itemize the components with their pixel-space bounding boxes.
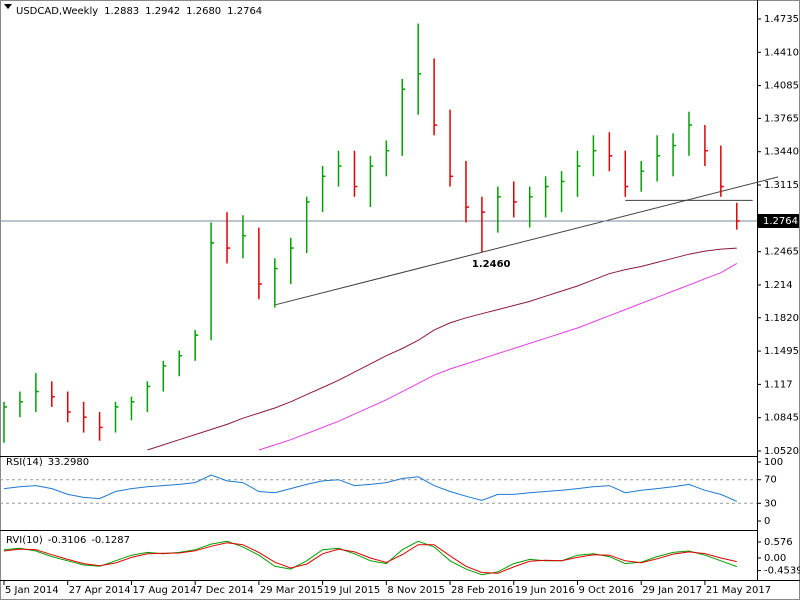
y-tick-label: 1.1495 — [764, 346, 799, 357]
y-tick-label: 1.4735 — [764, 14, 799, 25]
indicator-line — [3, 542, 737, 574]
x-tick-label: 28 Feb 2016 — [451, 585, 513, 596]
y-tick-label: 1.4410 — [764, 47, 799, 58]
y-tick-label: 1.3440 — [764, 147, 799, 158]
chart-header: 1.2680 — [186, 6, 221, 17]
x-tick-label: 21 May 2017 — [706, 585, 771, 596]
x-tick-label: 29 Mar 2015 — [260, 585, 323, 596]
moving-average — [147, 247, 737, 451]
indicator-header: RSI(14) — [6, 457, 43, 468]
x-tick-label: 29 Jan 2017 — [642, 585, 702, 596]
y-tick-label: 1.3115 — [764, 180, 799, 191]
chart-header: 1.2942 — [145, 6, 180, 17]
trendline — [274, 176, 779, 306]
x-tick-label: 19 Jun 2016 — [515, 585, 575, 596]
y-tick-label: 1.4085 — [764, 81, 799, 92]
low-annotation: 1.2460 — [472, 259, 511, 270]
y-tick-label: 1.1820 — [764, 313, 799, 324]
x-tick-label: 8 Nov 2015 — [387, 585, 445, 596]
y-tick-label: 0.576 — [764, 537, 793, 548]
y-tick-label: 0.00 — [764, 553, 786, 564]
y-tick-label: 1.0845 — [764, 413, 799, 424]
x-tick-label: 19 Jul 2015 — [324, 585, 381, 596]
x-tick-label: 7 Dec 2014 — [196, 585, 254, 596]
panel-marker — [4, 4, 12, 9]
indicator-line — [3, 540, 737, 576]
indicator-line — [3, 474, 738, 502]
x-tick-label: 17 Aug 2014 — [132, 585, 196, 596]
current-price-box — [758, 213, 799, 228]
y-tick-label: 1.214 — [764, 280, 793, 291]
y-tick-label: 70 — [764, 475, 777, 486]
indicator-header: -0.3106 — [48, 535, 87, 546]
chart-header: 1.2764 — [227, 6, 262, 17]
indicator-header: 33.2980 — [48, 457, 89, 468]
y-tick-label: 30 — [764, 498, 777, 509]
y-tick-label: 1.117 — [764, 379, 793, 390]
chart-header: USDCAD,Weekly — [16, 6, 98, 17]
x-tick-label: 27 Apr 2014 — [69, 585, 131, 596]
y-tick-label: 1.3765 — [764, 113, 799, 124]
indicator-header: RVI(10) — [6, 535, 43, 546]
y-tick-label: 100 — [764, 457, 783, 468]
y-tick-label: 1.0520 — [764, 446, 799, 457]
y-tick-label: 1.2465 — [764, 247, 799, 258]
y-tick-label: 0 — [764, 516, 770, 527]
current-price-label: 1.2764 — [763, 216, 798, 227]
x-tick-label: 5 Jan 2014 — [5, 585, 59, 596]
moving-average — [258, 262, 738, 451]
x-tick-label: 9 Oct 2016 — [578, 585, 633, 596]
indicator-header: -0.1287 — [91, 535, 130, 546]
y-tick-label: -0.4539 — [764, 566, 800, 577]
chart-header: 1.2883 — [104, 6, 139, 17]
